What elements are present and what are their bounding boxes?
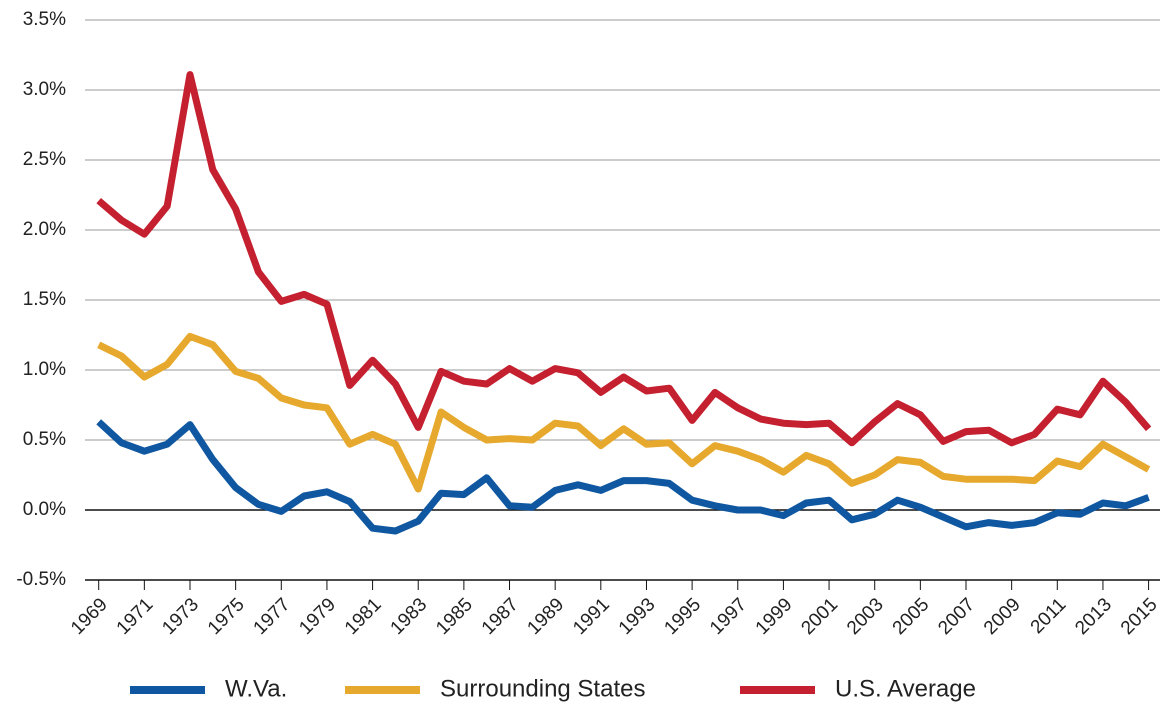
legend-label: Surrounding States xyxy=(440,675,645,702)
y-tick-label: 3.0% xyxy=(23,79,66,100)
series-line xyxy=(96,419,1150,535)
x-tick-label: 1979 xyxy=(295,594,340,639)
legend-label: W.Va. xyxy=(225,675,287,702)
y-tick-label: 0.5% xyxy=(23,429,66,450)
x-tick-label: 1983 xyxy=(387,594,432,639)
y-tick-label: 2.0% xyxy=(23,219,66,240)
y-tick-label: 3.5% xyxy=(23,9,66,30)
legend-label: U.S. Average xyxy=(835,675,976,702)
x-tick-label: 2005 xyxy=(889,594,934,639)
y-tick-label: 1.5% xyxy=(23,289,66,310)
x-tick-label: 2009 xyxy=(980,594,1025,639)
x-tick-label: 2015 xyxy=(1117,594,1162,639)
x-tick-label: 1969 xyxy=(67,594,112,639)
x-tick-label: 1975 xyxy=(204,594,249,639)
x-tick-label: 1989 xyxy=(524,594,569,639)
x-tick-label: 2003 xyxy=(843,594,888,639)
y-tick-label: 0.0% xyxy=(23,499,66,520)
x-tick-label: 1987 xyxy=(478,594,523,639)
x-tick-label: 1999 xyxy=(752,594,797,639)
x-tick-label: 1971 xyxy=(113,594,158,639)
x-tick-label: 1973 xyxy=(158,594,203,639)
x-tick-label: 1993 xyxy=(615,594,660,639)
x-tick-label: 1991 xyxy=(569,594,614,639)
x-tick-label: 1981 xyxy=(341,594,386,639)
y-tick-label: 2.5% xyxy=(23,149,66,170)
x-tick-label: 1995 xyxy=(660,594,705,639)
x-tick-label: 1985 xyxy=(432,594,477,639)
x-tick-label: 2011 xyxy=(1027,594,1071,638)
x-tick-label: 1997 xyxy=(706,594,751,639)
y-tick-label: -0.5% xyxy=(16,569,66,590)
x-tick-label: 2013 xyxy=(1071,594,1116,639)
x-tick-label: 2001 xyxy=(797,594,842,639)
series-line xyxy=(96,71,1152,447)
x-tick-label: 2007 xyxy=(934,594,979,639)
series-line xyxy=(97,332,1151,493)
y-tick-label: 1.0% xyxy=(23,359,66,380)
x-tick-label: 1977 xyxy=(250,594,295,639)
